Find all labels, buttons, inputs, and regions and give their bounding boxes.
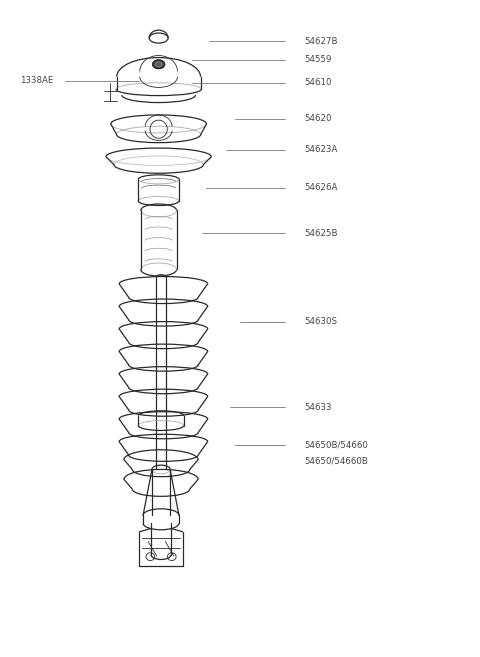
Text: 54633: 54633 xyxy=(305,403,332,412)
Text: 54650/54660B: 54650/54660B xyxy=(305,457,369,465)
Text: 54630S: 54630S xyxy=(305,317,337,327)
Text: 54626A: 54626A xyxy=(305,183,338,192)
Text: 54620: 54620 xyxy=(305,114,332,124)
Text: 54623A: 54623A xyxy=(305,145,338,154)
Text: 1338AE: 1338AE xyxy=(20,76,53,85)
Text: 54625B: 54625B xyxy=(305,229,338,238)
Text: 54627B: 54627B xyxy=(305,37,338,46)
Ellipse shape xyxy=(153,60,165,68)
Text: 54559: 54559 xyxy=(305,55,332,64)
Text: 54650B/54660: 54650B/54660 xyxy=(305,441,369,449)
Text: 54610: 54610 xyxy=(305,78,332,87)
